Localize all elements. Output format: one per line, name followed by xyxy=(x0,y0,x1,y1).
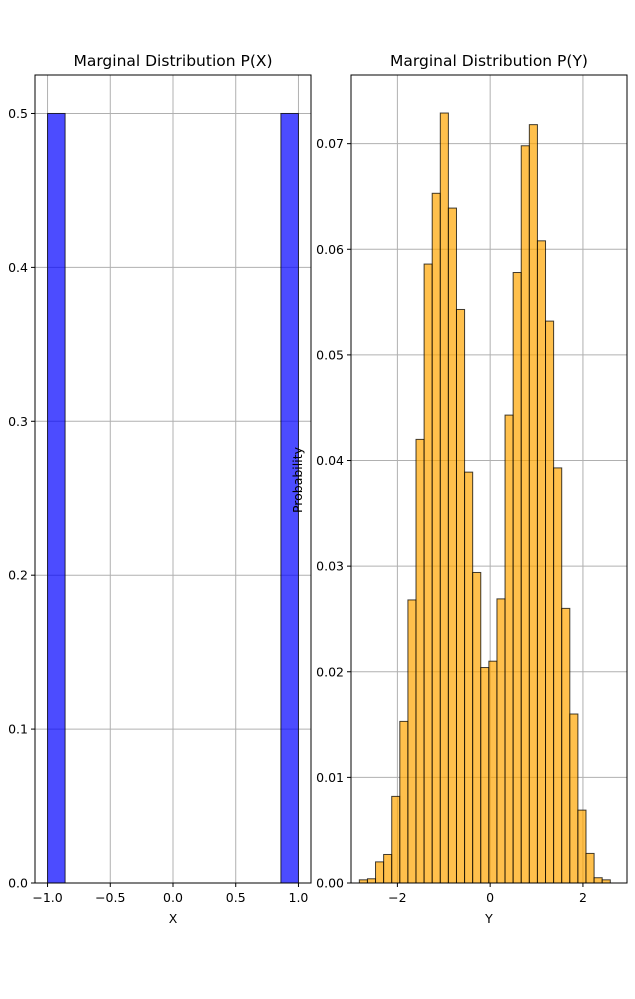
histogram-bar xyxy=(464,471,474,884)
chart-title: Marginal Distribution P(X) xyxy=(73,52,272,70)
histogram-bar xyxy=(553,467,563,884)
y-tick-label: 0.4 xyxy=(8,260,28,275)
plot-frame xyxy=(350,74,628,884)
histogram-bar xyxy=(480,667,490,884)
histogram-bar xyxy=(545,320,555,884)
y-tick-label: 0.05 xyxy=(316,347,344,362)
grid-lines xyxy=(35,75,311,884)
y-tick-label: 0.5 xyxy=(8,106,28,121)
histogram-bar xyxy=(504,414,514,884)
histogram-bar xyxy=(399,720,409,884)
chart-title: Marginal Distribution P(Y) xyxy=(390,52,588,70)
axis-ticks: −1.0 −0.5 0.0 0.5 1.0 0.0 0.1 0.2 0.3 0.4 0.5 xyxy=(8,106,308,905)
histogram-bar xyxy=(431,192,441,884)
chart-py: −2 0 2 0.00 0.01 0.02 0.03 0.04 0.05 0.06 0.07 Mar… xyxy=(290,52,628,926)
y-tick-label: 0.3 xyxy=(8,414,28,429)
histogram-bar xyxy=(423,263,433,884)
histogram-bar xyxy=(496,598,506,884)
histogram-bar xyxy=(577,809,587,884)
histogram-bar xyxy=(407,599,417,884)
y-tick-label: 0.0 xyxy=(8,876,28,891)
histogram-bar xyxy=(569,713,579,884)
x-tick-label: −1.0 xyxy=(32,890,62,905)
histogram-bar xyxy=(536,240,547,884)
y-axis-label: Probability xyxy=(290,446,305,513)
x-axis-label: Y xyxy=(484,911,493,926)
histogram-bar xyxy=(47,112,66,884)
histogram-bar xyxy=(561,607,571,884)
y-tick-label: 0.04 xyxy=(316,453,344,468)
y-tick-label: 0.2 xyxy=(8,568,28,583)
histogram-bar xyxy=(593,877,603,884)
x-tick-label: 1.0 xyxy=(289,890,309,905)
histogram-bar xyxy=(455,308,466,884)
y-tick-label: 0.01 xyxy=(316,770,344,785)
histogram-bar xyxy=(472,571,482,884)
x-tick-label: 0.0 xyxy=(163,890,183,905)
x-tick-label: 0 xyxy=(486,890,494,905)
histogram-bar xyxy=(520,145,530,884)
y-tick-label: 0.00 xyxy=(316,876,344,891)
histogram-bar xyxy=(528,124,538,884)
y-tick-label: 0.02 xyxy=(316,664,344,679)
histogram-bar xyxy=(375,861,385,884)
histogram-bar xyxy=(439,112,449,884)
x-tick-label: −2 xyxy=(388,890,406,905)
histogram-bar xyxy=(447,207,457,884)
y-tick-label: 0.03 xyxy=(316,559,344,574)
histogram-bar xyxy=(512,272,522,884)
x-tick-label: −0.5 xyxy=(95,890,125,905)
histogram-bar xyxy=(585,852,595,884)
x-axis-label: X xyxy=(169,911,178,926)
histogram-bars xyxy=(358,112,611,884)
axis-ticks: −2 0 2 0.00 0.01 0.02 0.03 0.04 0.05 0.06 0.07 xyxy=(316,136,587,905)
histogram-bar xyxy=(366,878,377,884)
y-tick-label: 0.1 xyxy=(8,722,28,737)
histogram-bar xyxy=(415,438,425,884)
y-tick-label: 0.06 xyxy=(316,242,344,257)
x-tick-label: 2 xyxy=(579,890,587,905)
y-tick-label: 0.07 xyxy=(316,136,344,151)
x-tick-label: 0.5 xyxy=(226,890,246,905)
histogram-bar xyxy=(391,795,401,884)
histogram-bar xyxy=(383,853,393,884)
histogram-bar xyxy=(488,660,498,884)
chart-px: −1.0 −0.5 0.0 0.5 1.0 0.0 0.1 0.2 0.3 0.4 0.5 Marg… xyxy=(8,52,312,926)
